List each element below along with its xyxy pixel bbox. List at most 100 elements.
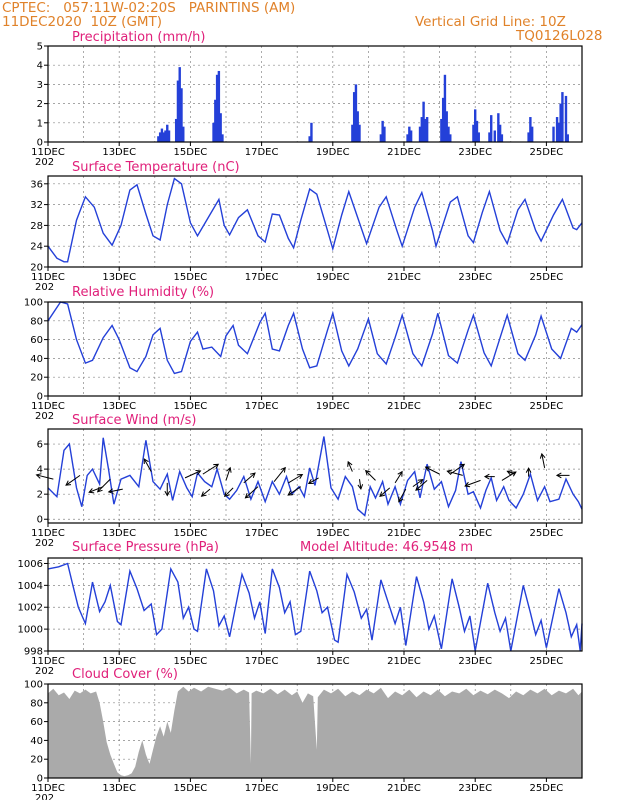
- precip-bar: [564, 95, 568, 142]
- x-tick-label: 17DEC: [245, 401, 279, 412]
- wind-vector-head: [65, 480, 72, 486]
- precip-bar: [178, 67, 181, 142]
- precip-bar: [221, 134, 224, 142]
- x-tick-label: 25DEC: [530, 656, 564, 667]
- precip-bar: [500, 134, 504, 142]
- y-tick-label: 4: [37, 465, 43, 476]
- x-tick-label: 19DEC: [316, 401, 350, 412]
- x-tick-label: 15DEC: [174, 147, 208, 158]
- wind-vector-shaft: [88, 486, 104, 493]
- wind-vector-head: [96, 486, 103, 493]
- precip-bar: [310, 122, 313, 142]
- y-tick-label: 24: [30, 242, 43, 253]
- x-tick-label: 17DEC: [245, 272, 279, 283]
- wind-vector-shaft: [143, 458, 152, 472]
- y-tick-label: 4: [37, 61, 43, 72]
- precip-bar: [420, 117, 423, 142]
- x-year-label: 202: [35, 157, 54, 168]
- wind-vector-head: [379, 491, 385, 497]
- x-tick-label: 23DEC: [458, 528, 492, 539]
- wind-vector-shaft: [365, 470, 376, 481]
- wind-vector-shaft: [202, 463, 219, 475]
- x-tick-label: 25DEC: [530, 272, 564, 283]
- header-date: 11DEC2020 10Z (GMT): [2, 14, 163, 30]
- wind-vector-head: [250, 472, 256, 478]
- x-tick-label: 11DEC: [31, 656, 65, 667]
- y-tick-label: 1006: [18, 559, 43, 570]
- x-tick-label: 13DEC: [102, 783, 136, 794]
- x-tick-label: 23DEC: [458, 656, 492, 667]
- precip-bar: [383, 126, 386, 142]
- precip-bar: [445, 111, 448, 142]
- precip-bar: [352, 92, 356, 142]
- x-tick-label: 13DEC: [102, 147, 136, 158]
- precip-bar: [529, 117, 532, 142]
- x-tick-label: 23DEC: [458, 783, 492, 794]
- x-tick-label: 11DEC: [31, 783, 65, 794]
- precip-bar: [167, 130, 171, 142]
- precip-bar: [555, 117, 559, 142]
- series-line-2: [47, 301, 583, 375]
- x-tick-label: 13DEC: [102, 272, 136, 283]
- wind-vector-shaft: [447, 470, 463, 476]
- x-tick-label: 17DEC: [245, 783, 279, 794]
- x-tick-label: 19DEC: [316, 656, 350, 667]
- x-tick-label: 25DEC: [530, 783, 564, 794]
- precip-bar: [490, 115, 493, 142]
- wind-vector-head: [223, 491, 230, 498]
- precip-bar: [379, 134, 383, 142]
- x-tick-label: 11DEC: [31, 528, 65, 539]
- precip-bar: [354, 84, 358, 142]
- header-station: CPTEC: 057:11W-02:20S PARINTINS (AM): [2, 0, 296, 16]
- y-tick-label: 2: [37, 99, 43, 110]
- y-tick-label: 40: [30, 736, 43, 747]
- precip-bar: [219, 113, 222, 142]
- wind-vector-head: [226, 466, 232, 473]
- wind-vector-shaft: [379, 487, 391, 497]
- wind-vector-shaft: [425, 466, 440, 475]
- x-tick-label: 13DEC: [102, 528, 136, 539]
- x-tick-label: 25DEC: [530, 401, 564, 412]
- x-tick-label: 19DEC: [316, 147, 350, 158]
- precip-bar: [447, 126, 450, 142]
- precip-bar: [381, 120, 384, 142]
- y-tick-label: 20: [30, 373, 43, 384]
- y-tick-label: 2: [37, 490, 43, 501]
- y-tick-label: 1: [37, 118, 43, 129]
- precip-bar: [552, 126, 555, 142]
- wind-vector-head: [555, 472, 562, 479]
- x-tick-label: 23DEC: [458, 401, 492, 412]
- precip-bar: [472, 124, 475, 142]
- precip-bar: [497, 113, 500, 142]
- x-tick-label: 21DEC: [387, 272, 421, 283]
- y-tick-label: 6: [37, 440, 43, 451]
- precip-bar: [566, 134, 569, 142]
- y-tick-label: 28: [30, 221, 43, 232]
- wind-vector-shaft: [97, 478, 111, 493]
- wind-vector-head: [417, 479, 424, 485]
- y-tick-label: 0: [37, 774, 43, 785]
- x-tick-label: 15DEC: [174, 401, 208, 412]
- panel-title: Surface Pressure (hPa): [72, 540, 219, 555]
- wind-vector-head: [464, 481, 471, 488]
- precip-bar: [356, 111, 359, 142]
- wind-vector-head: [357, 484, 364, 490]
- precip-bar: [182, 126, 185, 142]
- precip-bar: [488, 132, 491, 142]
- panel-title: Surface Temperature (nC): [72, 160, 240, 175]
- y-tick-label: 1004: [18, 581, 43, 592]
- wind-vector-shaft: [243, 472, 256, 484]
- x-year-label: 202: [35, 666, 54, 677]
- y-tick-label: 100: [24, 298, 43, 309]
- panel-frame: [47, 301, 583, 397]
- precip-bar: [530, 126, 534, 142]
- y-tick-label: 40: [30, 354, 43, 365]
- x-tick-label: 21DEC: [387, 528, 421, 539]
- wind-vector-head: [364, 469, 371, 476]
- precip-bar: [443, 74, 447, 142]
- model-altitude-label: Model Altitude: 46.9548 m: [300, 540, 473, 555]
- wind-vector-head: [446, 469, 453, 476]
- precip-bar: [441, 97, 445, 142]
- wind-vector-head: [200, 491, 207, 497]
- x-tick-label: 11DEC: [31, 147, 65, 158]
